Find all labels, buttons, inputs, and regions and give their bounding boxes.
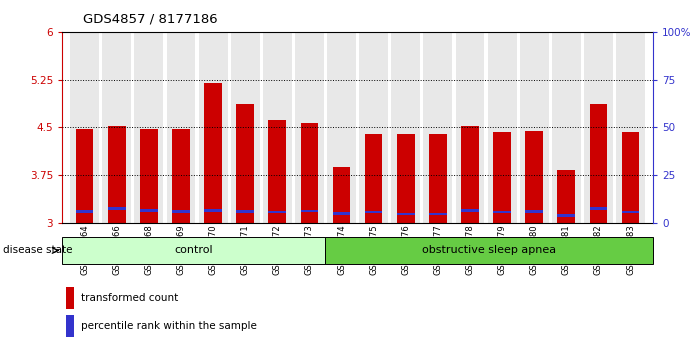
Bar (552, 32, 580, 223)
Bar (76, 210, 93, 213)
Bar (198, 32, 227, 223)
Bar (108, 207, 126, 210)
Bar (558, 170, 575, 223)
Bar (269, 120, 286, 223)
Bar (263, 32, 292, 223)
Bar (359, 32, 388, 223)
Bar (236, 210, 254, 213)
Bar (584, 32, 613, 223)
Bar (66, 315, 74, 337)
Bar (301, 123, 319, 223)
Text: obstructive sleep apnea: obstructive sleep apnea (422, 245, 556, 256)
Bar (205, 83, 222, 223)
Bar (461, 209, 479, 212)
Bar (520, 32, 549, 223)
Bar (325, 237, 653, 264)
Bar (397, 213, 415, 215)
Bar (424, 32, 453, 223)
Bar (589, 207, 607, 210)
Bar (236, 104, 254, 223)
Bar (140, 209, 158, 212)
Bar (365, 134, 383, 223)
Bar (622, 211, 639, 213)
Bar (525, 210, 543, 213)
Text: percentile rank within the sample: percentile rank within the sample (81, 321, 257, 331)
Bar (62, 237, 325, 264)
Bar (616, 32, 645, 223)
Bar (391, 32, 420, 223)
Bar (140, 129, 158, 223)
Bar (231, 32, 260, 223)
Bar (108, 126, 126, 223)
Text: disease state: disease state (3, 245, 73, 256)
Bar (558, 214, 575, 217)
Bar (455, 32, 484, 223)
Bar (589, 104, 607, 223)
Bar (172, 129, 190, 223)
Bar (525, 131, 543, 223)
Bar (493, 132, 511, 223)
Bar (102, 32, 131, 223)
Bar (205, 209, 222, 212)
Bar (301, 210, 319, 212)
Text: transformed count: transformed count (81, 293, 178, 303)
Text: GDS4857 / 8177186: GDS4857 / 8177186 (83, 12, 218, 25)
Bar (332, 167, 350, 223)
Bar (70, 32, 99, 223)
Bar (295, 32, 324, 223)
Bar (365, 211, 383, 213)
Bar (76, 129, 93, 223)
Bar (397, 134, 415, 223)
Bar (461, 126, 479, 223)
Bar (429, 213, 446, 215)
Bar (66, 287, 74, 309)
Bar (172, 210, 190, 213)
Text: control: control (174, 245, 213, 256)
Bar (167, 32, 196, 223)
Bar (622, 132, 639, 223)
Bar (332, 212, 350, 215)
Bar (493, 211, 511, 213)
Bar (327, 32, 356, 223)
Bar (269, 211, 286, 213)
Bar (488, 32, 517, 223)
Bar (429, 134, 446, 223)
Bar (135, 32, 163, 223)
